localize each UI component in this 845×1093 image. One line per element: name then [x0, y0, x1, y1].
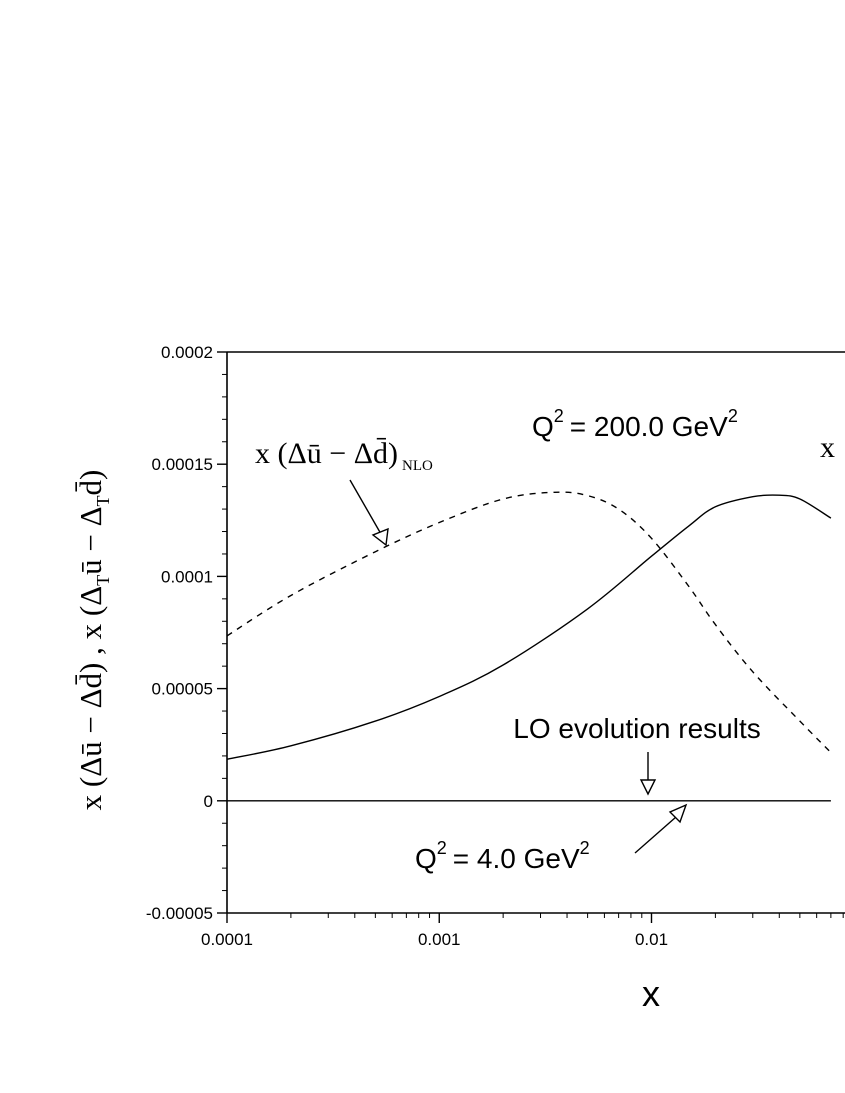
- nlo-label: x (Δū − Δd̄) NLO: [255, 437, 433, 474]
- y-axis-label: x (Δū − Δd̄) , x (ΔTū − ΔTd̄): [73, 470, 113, 811]
- y-tick-label: 0.00005: [152, 680, 213, 699]
- y-tick-label: 0.0001: [161, 567, 213, 586]
- q2-low-label: Q2 = 4.0 GeV2: [415, 838, 590, 874]
- y-tick-label: 0: [204, 792, 213, 811]
- series-line-0: [226, 491, 832, 754]
- y-tick-label: 0.00015: [152, 455, 213, 474]
- q2-low-arrow: [634, 803, 688, 854]
- plot-frame: [226, 351, 845, 914]
- nlo-arrow: [349, 479, 389, 547]
- x-axis-label: x: [642, 973, 660, 1014]
- series-layer: [226, 491, 832, 802]
- cut-label: x: [820, 431, 835, 464]
- y-tick-label: 0.0002: [161, 343, 213, 362]
- q2-high-label: Q2 = 200.0 GeV2: [532, 406, 738, 442]
- x-tick-label: 0.01: [635, 930, 668, 949]
- y-axis-ticks: -0.00005 0 0.00005 0.0001 0.00015 0.0002: [146, 343, 227, 923]
- x-tick-label: 0.001: [418, 930, 461, 949]
- series-line-1: [226, 494, 832, 760]
- y-tick-label: -0.00005: [146, 904, 213, 923]
- lo-label: LO evolution results: [513, 713, 760, 744]
- x-axis-ticks: 0.0001 0.001 0.01: [201, 913, 844, 949]
- lo-arrow: [639, 752, 657, 796]
- x-tick-label: 0.0001: [201, 930, 253, 949]
